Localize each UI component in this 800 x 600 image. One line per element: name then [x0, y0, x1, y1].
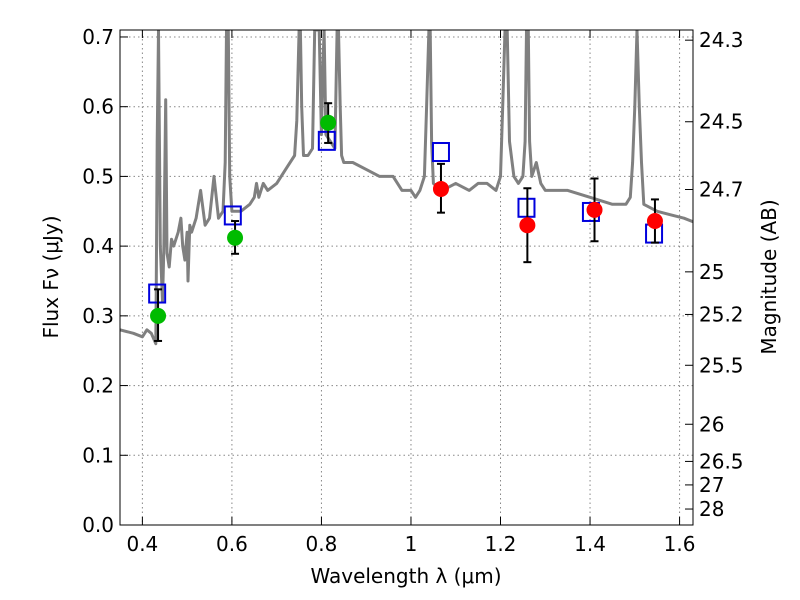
x-tick-label: 1 — [405, 532, 418, 556]
x-tick-label: 1.4 — [574, 532, 606, 556]
x-tick-label: 0.4 — [126, 532, 158, 556]
x-axis-label: Wavelength λ (μm) — [310, 564, 501, 588]
photometry-point — [150, 307, 167, 324]
photometry-point — [227, 229, 244, 246]
photometry-point — [320, 114, 337, 131]
axes: 0.4 0.6 0.8 1 1.2 1.4 1.6 0.0 0.1 0.2 0.3 0.4 0.5 0.6… — [82, 25, 743, 556]
photometry-point — [519, 217, 536, 234]
right-tick-label: 27 — [699, 473, 724, 497]
y-axis-label: Flux Fν (μJy) — [39, 215, 63, 338]
y-tick-label: 0.5 — [82, 164, 114, 188]
y-tick-label: 0.1 — [82, 443, 114, 467]
right-tick-label: 26.5 — [699, 449, 744, 473]
y-tick-label: 0.2 — [82, 374, 114, 398]
right-tick-label: 25 — [699, 260, 724, 284]
photometry-point — [586, 201, 603, 218]
right-tick-label: 24.5 — [699, 110, 744, 134]
right-tick-label: 26 — [699, 412, 724, 436]
right-axis-label: Magnitude (AB) — [757, 199, 781, 354]
right-tick-label: 24.3 — [699, 28, 744, 52]
x-tick-label: 0.6 — [216, 532, 248, 556]
y-tick-label: 0.7 — [82, 25, 114, 49]
plot-data — [120, 30, 693, 346]
x-tick-label: 1.6 — [664, 532, 696, 556]
model-flux-square — [431, 142, 450, 163]
model-spectrum-line — [120, 30, 693, 346]
x-tick-label: 1.2 — [485, 532, 517, 556]
model-flux-square — [223, 205, 242, 226]
right-tick-label: 28 — [699, 497, 724, 521]
right-tick-label: 24.7 — [699, 178, 744, 202]
y-tick-label: 0.0 — [82, 513, 114, 537]
plot-frame — [119, 29, 694, 526]
y-tick-label: 0.4 — [82, 234, 114, 258]
photometry-point — [432, 180, 449, 197]
photometry-point — [646, 213, 663, 230]
right-tick-label: 25.2 — [699, 302, 744, 326]
model-flux-square — [317, 130, 336, 151]
y-tick-label: 0.6 — [82, 95, 114, 119]
y-tick-label: 0.3 — [82, 304, 114, 328]
x-tick-label: 0.8 — [306, 532, 338, 556]
right-tick-label: 25.5 — [699, 353, 744, 377]
